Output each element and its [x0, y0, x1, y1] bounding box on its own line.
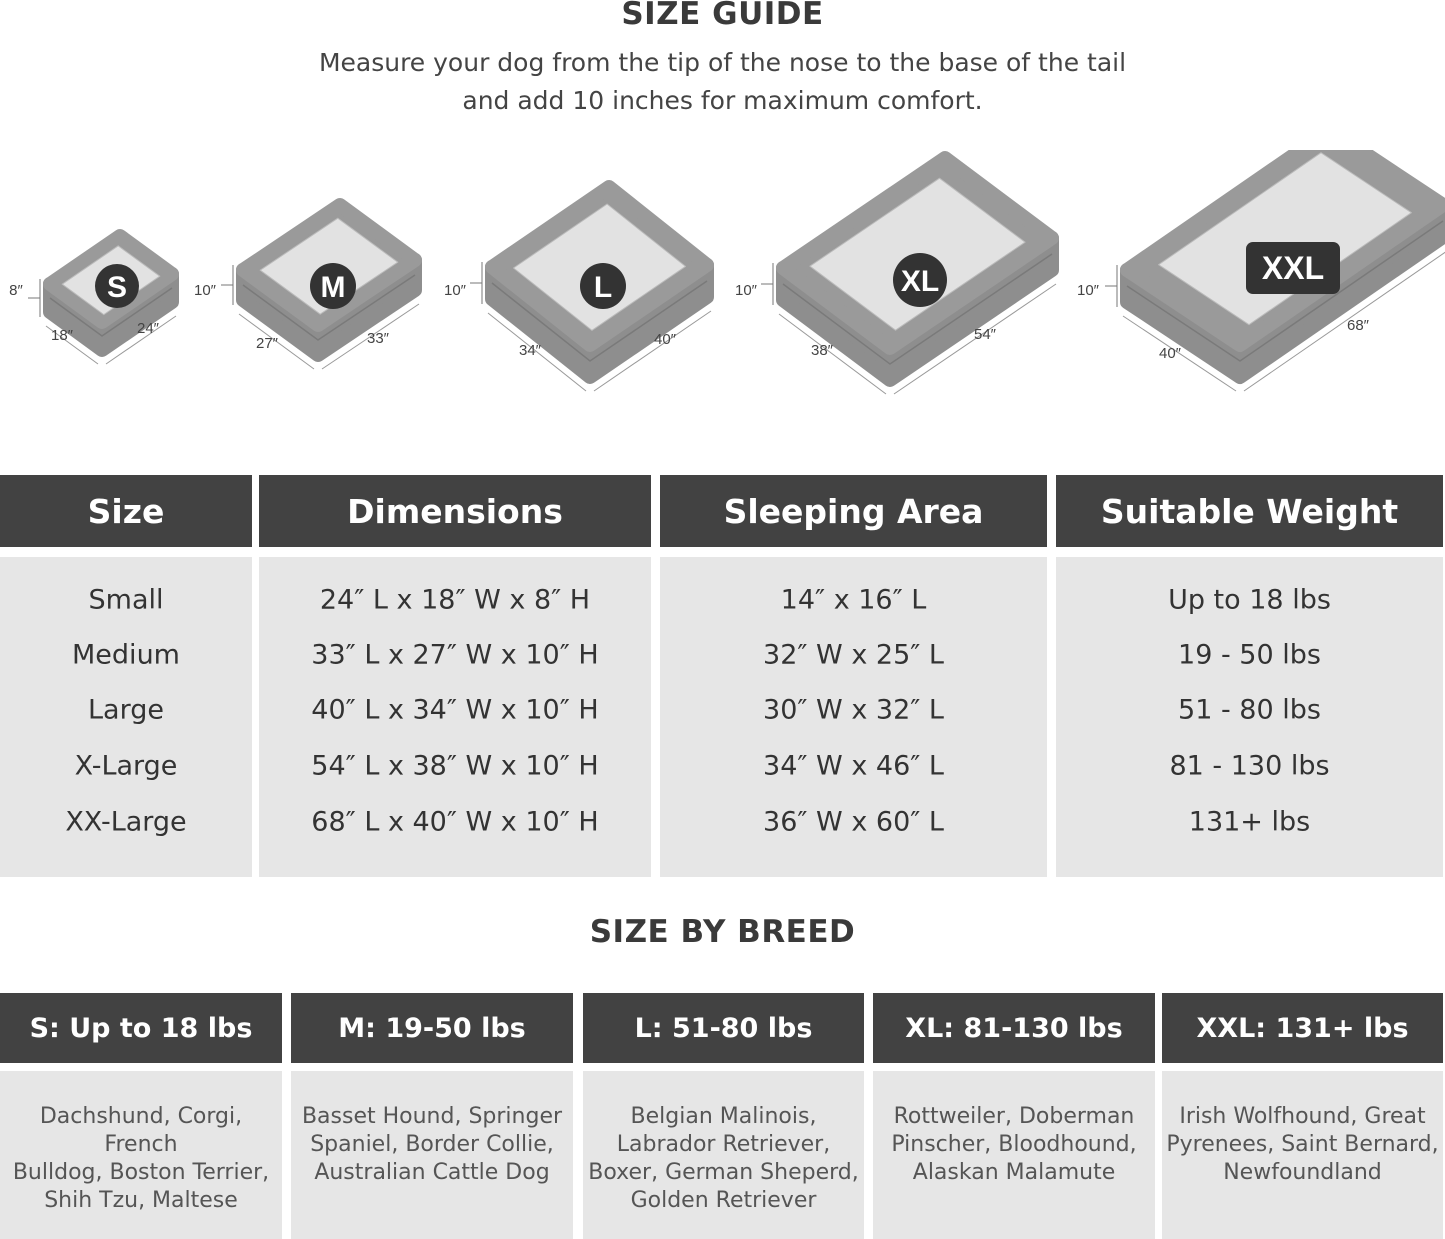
breed-list-line: Newfoundland [1223, 1160, 1382, 1185]
breed-list: Belgian Malinois, Labrador Retriever, Boxe… [583, 1103, 864, 1215]
breed-list-line: Pyrenees, Saint Bernard, [1166, 1132, 1439, 1157]
bed-l: L 10″ 34″ 40″ [444, 180, 714, 392]
size-table-cell: 40″ L x 34″ W x 10″ H [311, 694, 599, 726]
size-table-cell: 131+ lbs [1188, 806, 1311, 838]
breed-table-cell: Basset Hound, Springer Spaniel, Border Co… [291, 1071, 573, 1239]
size-table-cell: 51 - 80 lbs [1178, 694, 1321, 726]
breed-list: Dachshund, Corgi, French Bulldog, Boston … [0, 1103, 282, 1215]
breed-list-line: Basset Hound, Springer [301, 1104, 563, 1129]
size-table-cell: 36″ W x 60″ L [763, 806, 944, 838]
size-table-column: 24″ L x 18″ W x 8″ H 33″ L x 27″ W x 10″ … [259, 557, 651, 877]
breed-list-line: Rottweiler, Doberman [893, 1104, 1135, 1129]
size-badge-label: S [107, 271, 127, 304]
size-badge [1246, 242, 1340, 294]
size-table-cell: 32″ W x 25″ L [763, 639, 944, 671]
bed-height-label: 8″ [9, 282, 23, 299]
size-table-cell: X-Large [74, 750, 178, 782]
bed-height-label: 10″ [1077, 282, 1100, 299]
size-table-cell: 30″ W x 32″ L [763, 694, 944, 726]
size-by-breed-title: SIZE BY BREED [589, 914, 856, 950]
size-table-header: Dimensions [259, 475, 651, 547]
bed-length-label: 40″ [654, 331, 677, 348]
breed-table-cell: Irish Wolfhound, Great Pyrenees, Saint Be… [1162, 1071, 1443, 1239]
size-table-cell: 34″ W x 46″ L [763, 750, 944, 782]
bed-height-label: 10″ [735, 282, 758, 299]
bed-width-label: 18″ [51, 327, 74, 344]
breed-table-header: S: Up to 18 lbs [0, 993, 282, 1063]
bed-height-label: 10″ [444, 282, 467, 299]
bed-length-label: 68″ [1347, 317, 1370, 334]
breed-table-header: L: 51-80 lbs [583, 993, 864, 1063]
breed-list-line: Labrador Retriever, [616, 1132, 831, 1157]
size-badge-label: L [594, 271, 612, 304]
breed-list-line: Dachshund, Corgi, French [39, 1104, 243, 1157]
size-table-cell: Small [88, 584, 164, 616]
bed-length-label: 33″ [367, 330, 390, 347]
bed-height-label: 10″ [194, 282, 217, 299]
size-table-cell: 54″ L x 38″ W x 10″ H [311, 750, 599, 782]
breed-list: Irish Wolfhound, Great Pyrenees, Saint Be… [1162, 1103, 1443, 1187]
bed-s: S 8″ 18″ 24″ [9, 229, 179, 365]
breed-list-line: Irish Wolfhound, Great [1179, 1104, 1426, 1129]
size-table-cell: 24″ L x 18″ W x 8″ H [319, 584, 591, 616]
breed-table-cell: Belgian Malinois, Labrador Retriever, Boxe… [583, 1071, 864, 1239]
breed-table-cell: Dachshund, Corgi, French Bulldog, Boston … [0, 1071, 282, 1239]
size-table-cell: XX-Large [65, 806, 187, 838]
size-table-cell: 81 - 130 lbs [1169, 750, 1330, 782]
bed-xl: XL 10″ 38″ 54″ [735, 151, 1059, 395]
breed-table-header: XXL: 131+ lbs [1162, 993, 1443, 1063]
size-table-header: Suitable Weight [1056, 475, 1443, 547]
breed-list-line: Spaniel, Border Collie, [310, 1132, 554, 1157]
size-guide-subtitle-line1: Measure your dog from the tip of the nos… [318, 48, 1127, 77]
breed-list-line: Australian Cattle Dog [314, 1160, 550, 1185]
size-badge-label: M [321, 271, 346, 304]
size-table-column: Small Medium Large X-Large XX-Large [0, 557, 252, 877]
breed-list: Basset Hound, Springer Spaniel, Border Co… [291, 1103, 573, 1187]
size-badge-label: XXL [1262, 250, 1324, 286]
size-table-cell: 19 - 50 lbs [1178, 639, 1321, 671]
size-table-header: Size [0, 475, 252, 547]
breed-table-header: M: 19-50 lbs [291, 993, 573, 1063]
size-badge [580, 263, 626, 309]
bed-width-label: 34″ [519, 342, 542, 359]
size-badge [310, 263, 356, 309]
size-table-cell: 14″ x 16″ L [780, 584, 927, 616]
size-table-header: Sleeping Area [660, 475, 1047, 547]
size-table-column: 14″ x 16″ L 32″ W x 25″ L 30″ W x 32″ L 34″… [660, 557, 1047, 877]
breed-list-line: Boxer, German Sheperd, [588, 1160, 859, 1185]
breed-table-cell: Rottweiler, Doberman Pinscher, Bloodhound… [873, 1071, 1155, 1239]
size-table-cell: Up to 18 lbs [1168, 584, 1331, 616]
size-badge [893, 253, 947, 307]
size-guide-subtitle-line2: and add 10 inches for maximum comfort. [462, 86, 983, 115]
breed-list-line: Golden Retriever [630, 1188, 817, 1213]
size-table-cell: Medium [72, 639, 180, 671]
size-table-cell: Large [88, 694, 164, 726]
size-table-cell: 68″ L x 40″ W x 10″ H [311, 806, 599, 838]
breed-table-header: XL: 81-130 lbs [873, 993, 1155, 1063]
bed-length-label: 54″ [974, 326, 997, 343]
bed-width-label: 27″ [256, 335, 279, 352]
size-guide-title: SIZE GUIDE [621, 0, 824, 32]
breed-list-line: Pinscher, Bloodhound, [891, 1132, 1137, 1157]
bed-width-label: 38″ [811, 342, 834, 359]
size-badge [95, 264, 139, 308]
bed-m: M 10″ 27″ 33″ [194, 198, 422, 370]
bed-illustrations: S 8″ 18″ 24″ M 10″ 27″ 33″ L 10″ 34″ 40″ XL 10″ 38″ 54″… [9, 150, 1445, 395]
breed-list-line: Belgian Malinois, [630, 1104, 817, 1129]
breed-list-line: Alaskan Malamute [912, 1160, 1116, 1185]
bed-length-label: 24″ [137, 320, 160, 337]
size-badge-label: XL [901, 265, 939, 298]
breed-list-line: Shih Tzu, Maltese [44, 1188, 238, 1213]
bed-width-label: 40″ [1159, 345, 1182, 362]
size-table-column: Up to 18 lbs 19 - 50 lbs 51 - 80 lbs 81 - 1… [1056, 557, 1443, 877]
breed-list: Rottweiler, Doberman Pinscher, Bloodhound… [873, 1103, 1155, 1187]
breed-list-line: Bulldog, Boston Terrier, [12, 1160, 270, 1185]
bed-xxl: XXL 10″ 40″ 68″ [1077, 150, 1445, 392]
size-table-cell: 33″ L x 27″ W x 10″ H [311, 639, 599, 671]
